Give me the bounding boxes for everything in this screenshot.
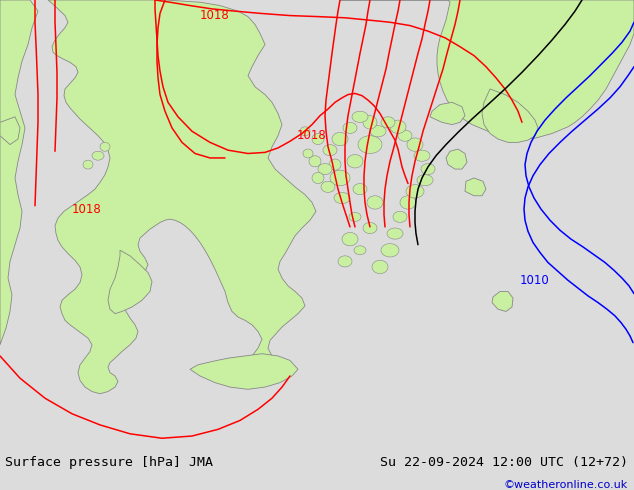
Text: Su 22-09-2024 12:00 UTC (12+72): Su 22-09-2024 12:00 UTC (12+72) [380,456,628,468]
Ellipse shape [414,150,430,161]
Polygon shape [190,354,298,389]
Text: 1018: 1018 [72,202,102,216]
Ellipse shape [400,196,416,209]
Ellipse shape [343,122,357,133]
Ellipse shape [421,164,435,174]
Ellipse shape [352,111,368,122]
Ellipse shape [312,133,324,145]
Ellipse shape [329,159,341,170]
Ellipse shape [387,228,403,239]
Text: ©weatheronline.co.uk: ©weatheronline.co.uk [503,480,628,490]
Polygon shape [430,102,465,124]
Polygon shape [108,250,152,314]
Ellipse shape [354,246,366,255]
Ellipse shape [240,365,250,374]
Ellipse shape [390,120,406,133]
Ellipse shape [407,138,423,151]
Ellipse shape [393,211,407,222]
Text: 1018: 1018 [200,9,230,22]
Polygon shape [340,0,634,139]
Ellipse shape [338,256,352,267]
Text: Surface pressure [hPa] JMA: Surface pressure [hPa] JMA [5,456,213,468]
Ellipse shape [358,136,382,153]
Ellipse shape [381,244,399,257]
Ellipse shape [321,181,335,193]
Ellipse shape [372,260,388,273]
Ellipse shape [347,155,363,168]
Ellipse shape [312,172,324,184]
Ellipse shape [417,174,433,186]
Ellipse shape [398,130,412,141]
Polygon shape [482,89,538,143]
Ellipse shape [330,170,350,186]
Ellipse shape [406,185,424,198]
Ellipse shape [318,164,332,174]
Polygon shape [492,292,513,312]
Ellipse shape [100,143,110,151]
Ellipse shape [367,196,383,209]
Ellipse shape [309,156,321,167]
Polygon shape [0,117,20,145]
Ellipse shape [300,127,310,136]
Ellipse shape [363,222,377,234]
Ellipse shape [323,145,337,156]
Polygon shape [446,149,467,169]
Ellipse shape [370,126,386,137]
Polygon shape [465,178,486,196]
Polygon shape [48,0,316,394]
Ellipse shape [349,213,361,221]
Ellipse shape [92,151,104,160]
Ellipse shape [381,117,395,128]
Ellipse shape [332,132,348,146]
Polygon shape [0,0,38,345]
Text: 1018: 1018 [297,129,327,142]
Ellipse shape [259,360,271,369]
Ellipse shape [303,149,313,158]
Ellipse shape [353,184,367,195]
Ellipse shape [83,160,93,169]
Text: 1010: 1010 [520,274,550,287]
Ellipse shape [363,116,377,129]
Ellipse shape [342,232,358,246]
Ellipse shape [334,193,350,203]
